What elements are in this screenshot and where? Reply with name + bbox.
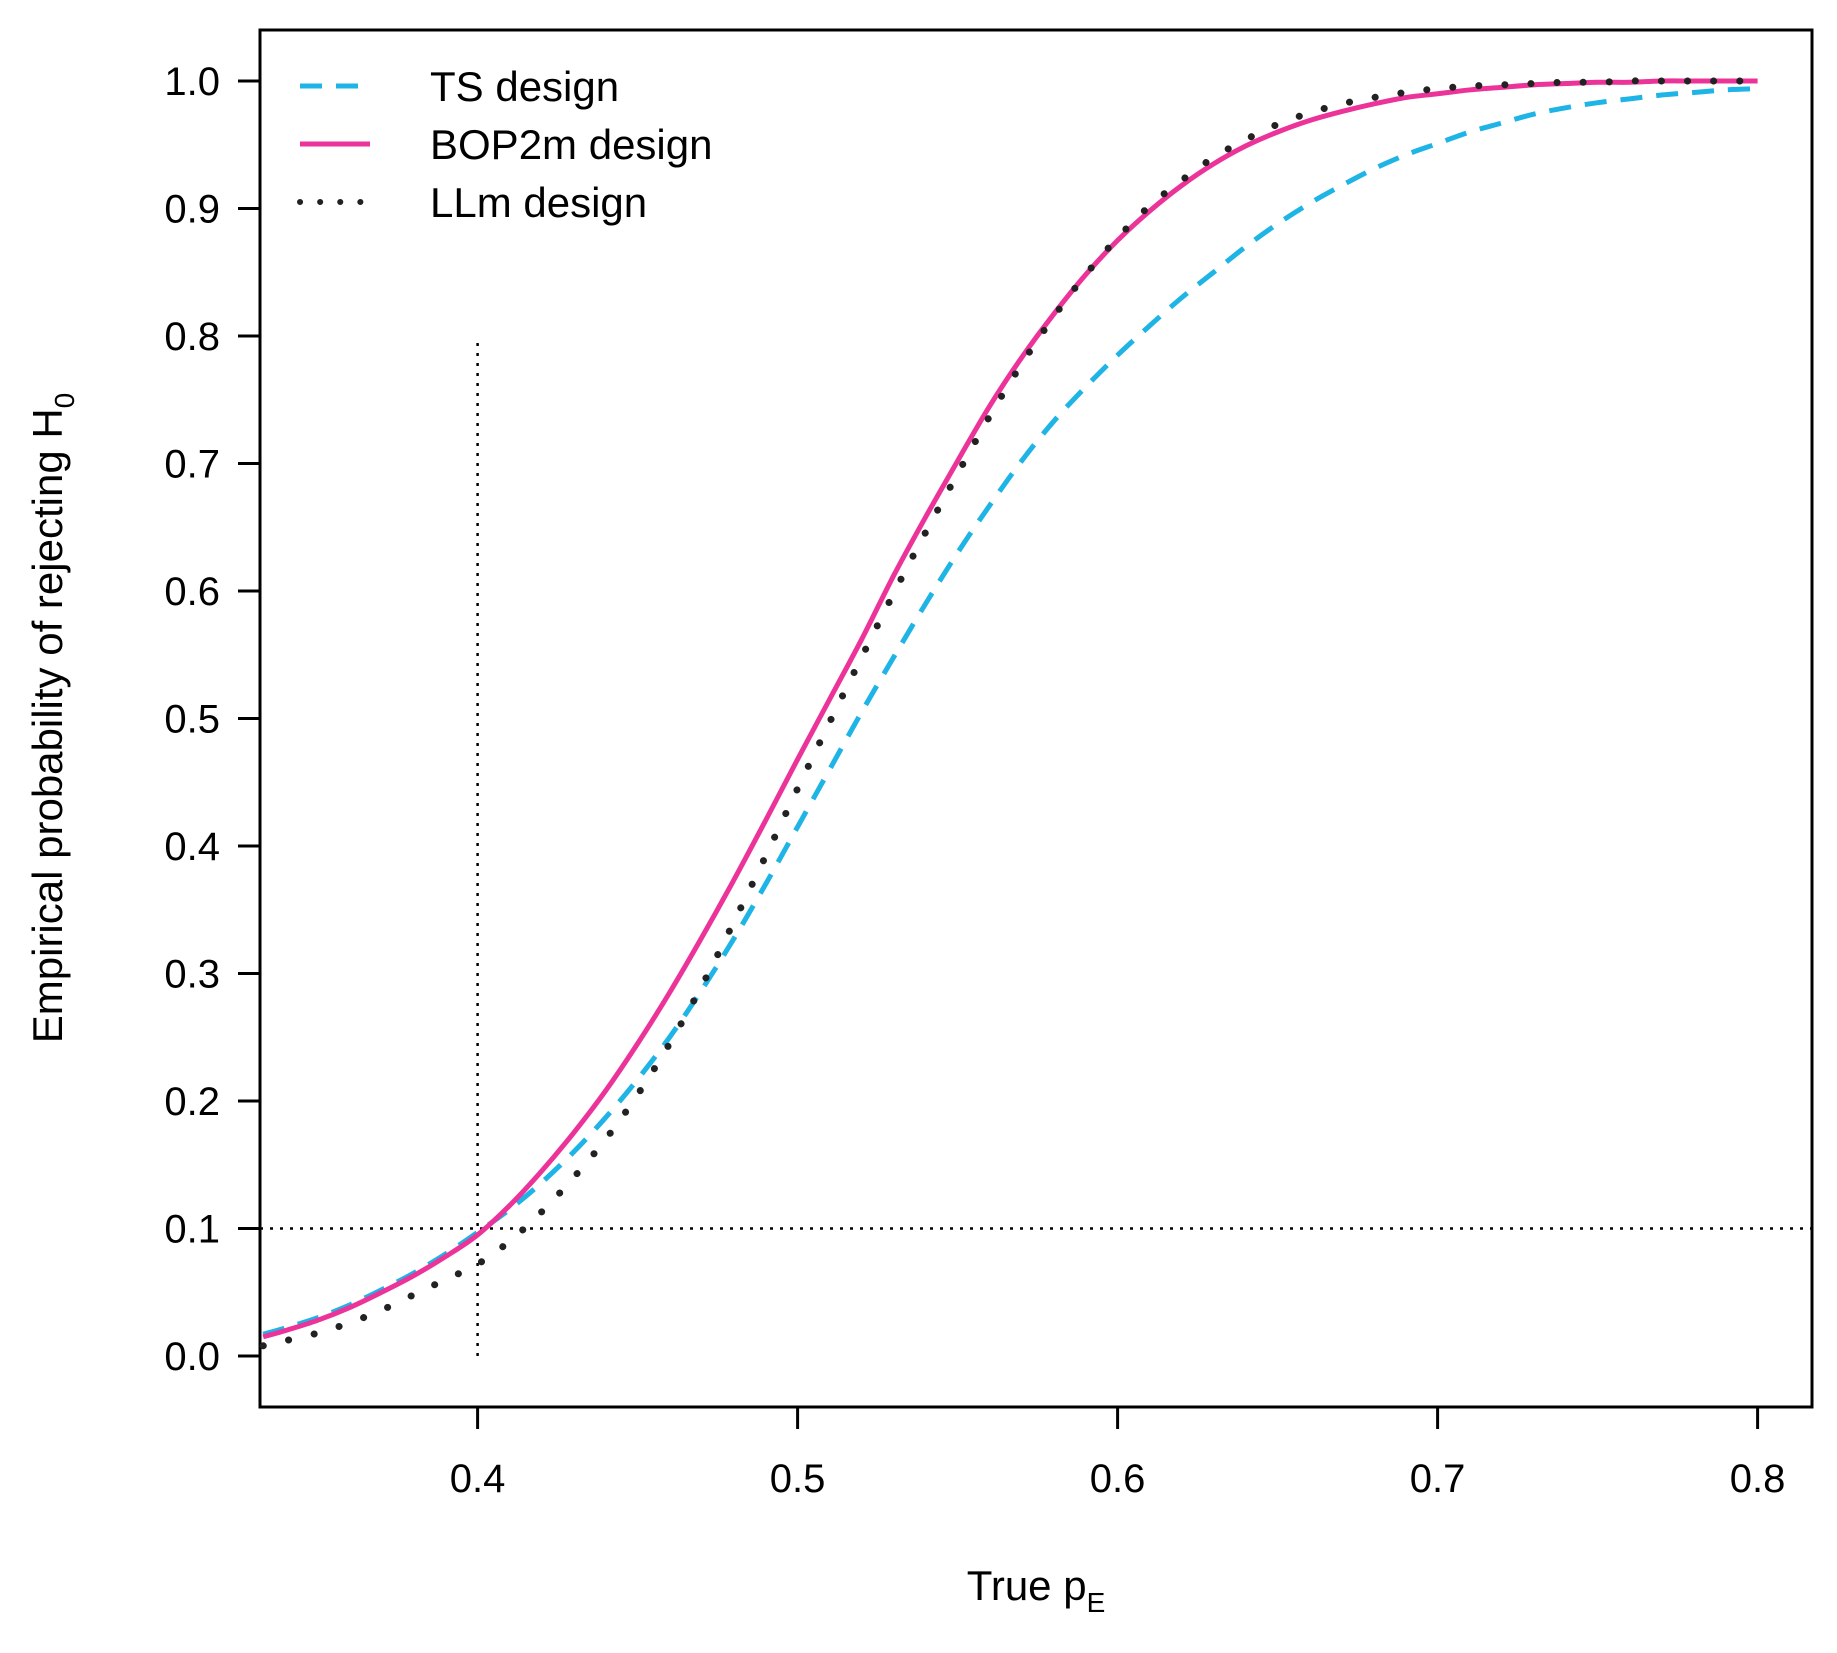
y-tick-label: 0.5	[164, 698, 220, 742]
y-tick-label: 0.8	[164, 315, 220, 359]
y-tick-label: 0.9	[164, 188, 220, 232]
y-tick-label: 0.0	[164, 1335, 220, 1379]
plot-frame	[258, 28, 1814, 1409]
ts-design-line	[262, 86, 1758, 1337]
y-tick-label: 0.2	[164, 1080, 220, 1124]
y-tick-label: 0.7	[164, 443, 220, 487]
x-axis: 0.4 0.5 0.6 0.7 0.8	[450, 1407, 1786, 1501]
legend-label-llm: LLm design	[430, 179, 647, 226]
x-axis-title-main: True p	[967, 1562, 1087, 1609]
y-tick-label: 0.3	[164, 953, 220, 997]
bop2m-design-line	[262, 78, 1758, 1340]
x-tick-label: 0.6	[1090, 1457, 1146, 1501]
legend: TS design BOP2m design LLm design	[297, 63, 712, 226]
y-tick-label: 1.0	[164, 60, 220, 104]
x-axis-title-subscript: E	[1087, 1587, 1106, 1618]
x-tick-label: 0.7	[1410, 1457, 1466, 1501]
y-tick-label: 0.4	[164, 825, 220, 869]
y-tick-label: 0.6	[164, 570, 220, 614]
legend-label-ts: TS design	[430, 63, 619, 110]
y-tick-label: 0.1	[164, 1208, 220, 1252]
llm-design-line	[259, 77, 1762, 1350]
y-axis-title: Empirical probability of rejecting H0	[24, 393, 80, 1044]
legend-label-bop2m: BOP2m design	[430, 121, 712, 168]
x-tick-label: 0.8	[1730, 1457, 1786, 1501]
x-axis-title: True pE	[967, 1562, 1106, 1618]
y-axis: 0.0 0.1 0.2 0.3 0.4 0.5 0.6 0.7 0.8 0.9 1.0	[164, 60, 260, 1379]
y-axis-title-subscript: 0	[49, 393, 80, 409]
reference-lines	[260, 336, 1812, 1356]
series-layer	[259, 77, 1762, 1350]
x-tick-label: 0.4	[450, 1457, 506, 1501]
x-tick-label: 0.5	[770, 1457, 826, 1501]
y-axis-title-main: Empirical probability of rejecting H	[24, 408, 71, 1043]
